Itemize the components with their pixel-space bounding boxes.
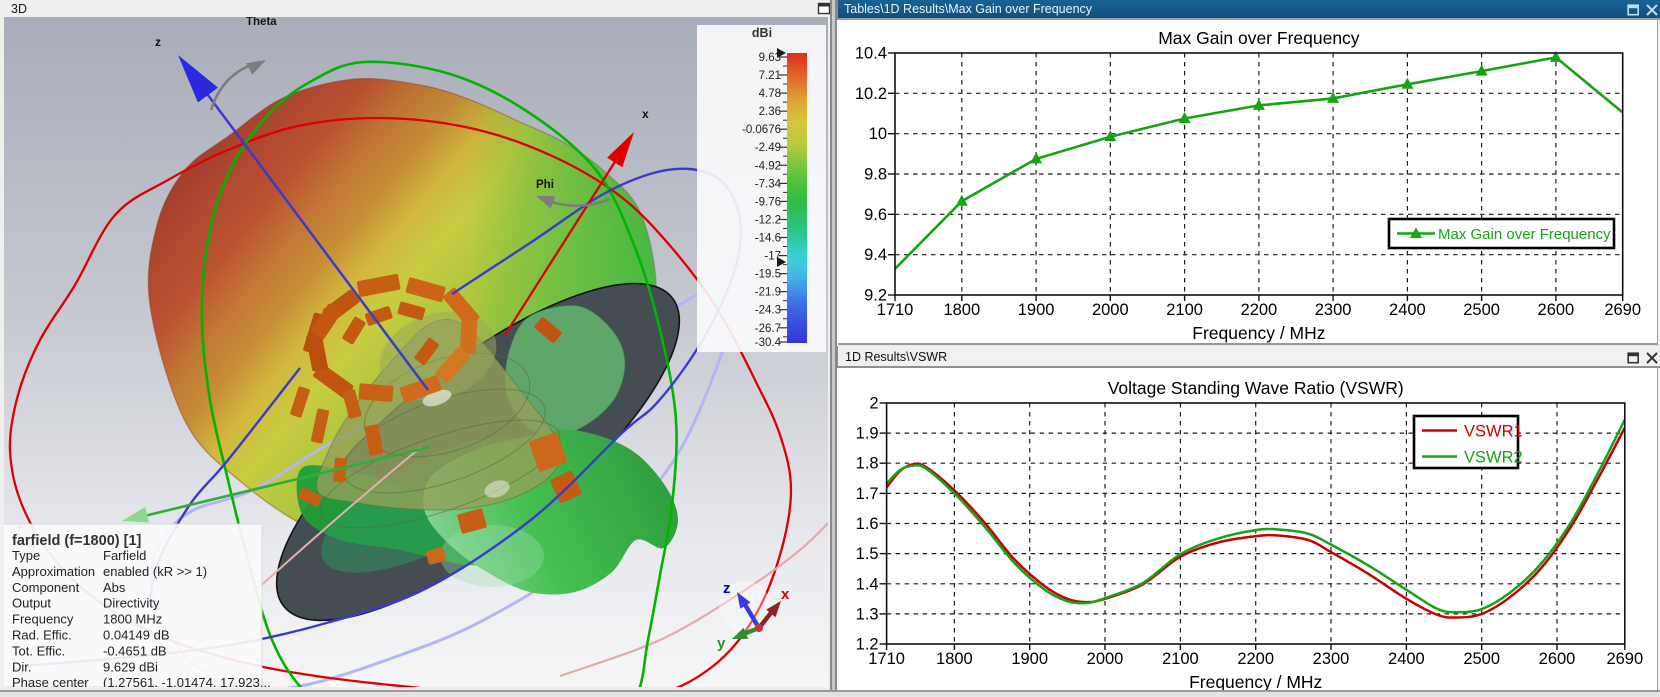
svg-text:Tot. Effic.: Tot. Effic.: [12, 643, 65, 658]
svg-text:1710: 1710: [877, 301, 914, 319]
svg-text:2100: 2100: [1166, 301, 1203, 319]
svg-text:-9.76: -9.76: [755, 196, 781, 208]
svg-text:2600: 2600: [1539, 650, 1576, 668]
svg-text:Theta: Theta: [246, 16, 277, 28]
svg-text:Rad. Effic.: Rad. Effic.: [12, 628, 72, 643]
svg-text:Frequency: Frequency: [12, 612, 74, 627]
svg-text:Max Gain over Frequency: Max Gain over Frequency: [1158, 28, 1360, 48]
svg-text:1800: 1800: [936, 650, 973, 668]
svg-text:2000: 2000: [1087, 650, 1124, 668]
svg-text:y: y: [717, 635, 726, 652]
svg-text:1.6: 1.6: [856, 515, 879, 533]
svg-text:z: z: [155, 35, 161, 49]
svg-text:9.8: 9.8: [864, 166, 887, 184]
svg-text:Output: Output: [12, 596, 51, 611]
svg-text:9.2: 9.2: [864, 287, 887, 305]
svg-text:2690: 2690: [1606, 650, 1643, 668]
svg-text:1.9: 1.9: [856, 425, 879, 443]
svg-text:Farfield: Farfield: [103, 548, 146, 563]
svg-text:x: x: [781, 586, 790, 603]
svg-text:2100: 2100: [1162, 650, 1199, 668]
svg-text:enabled (kR >> 1): enabled (kR >> 1): [103, 564, 207, 579]
svg-text:4.78: 4.78: [759, 88, 781, 100]
svg-text:Phi: Phi: [536, 179, 554, 191]
svg-text:2300: 2300: [1313, 650, 1350, 668]
svg-text:2200: 2200: [1241, 301, 1278, 319]
svg-text:1800: 1800: [943, 301, 980, 319]
svg-text:-30.4: -30.4: [755, 337, 782, 349]
svg-text:-7.34: -7.34: [755, 178, 782, 190]
svg-text:1.2: 1.2: [856, 636, 879, 654]
svg-text:9.629 dBi: 9.629 dBi: [103, 659, 158, 674]
svg-text:2: 2: [869, 395, 878, 413]
svg-text:1710: 1710: [868, 650, 905, 668]
svg-text:-24.3: -24.3: [755, 305, 781, 317]
svg-text:Phase center: Phase center: [12, 675, 89, 690]
svg-text:Directivity: Directivity: [103, 596, 160, 611]
svg-text:Frequency / MHz: Frequency / MHz: [1189, 672, 1322, 692]
svg-text:1.4: 1.4: [856, 575, 879, 593]
svg-text:Dir.: Dir.: [12, 659, 32, 674]
svg-text:1800 MHz: 1800 MHz: [103, 612, 162, 627]
svg-text:1.5: 1.5: [856, 545, 879, 563]
svg-text:-2.49: -2.49: [755, 142, 781, 154]
svg-text:x: x: [642, 107, 649, 121]
svg-text:1900: 1900: [1018, 301, 1055, 319]
svg-text:2200: 2200: [1237, 650, 1274, 668]
svg-text:-21.9: -21.9: [755, 287, 781, 299]
svg-text:1900: 1900: [1011, 650, 1048, 668]
svg-text:-26.7: -26.7: [755, 323, 781, 335]
svg-text:Voltage Standing Wave Ratio (V: Voltage Standing Wave Ratio (VSWR): [1108, 378, 1404, 398]
svg-text:0.04149 dB: 0.04149 dB: [103, 628, 170, 643]
svg-text:1.7: 1.7: [856, 485, 879, 503]
svg-text:-19.5: -19.5: [755, 269, 781, 281]
svg-text:Max Gain over Frequency: Max Gain over Frequency: [1438, 226, 1611, 243]
svg-text:9.6: 9.6: [864, 206, 887, 224]
svg-text:Component: Component: [12, 580, 80, 595]
svg-text:-0.0676: -0.0676: [742, 124, 781, 136]
svg-text:-0.4651 dB: -0.4651 dB: [103, 643, 167, 658]
svg-text:-14.6: -14.6: [755, 233, 781, 245]
svg-text:Approximation: Approximation: [12, 564, 95, 579]
svg-text:1.8: 1.8: [856, 455, 879, 473]
svg-text:2600: 2600: [1538, 301, 1575, 319]
svg-text:2400: 2400: [1389, 301, 1426, 319]
svg-text:-12.2: -12.2: [755, 215, 781, 227]
svg-text:1.3: 1.3: [856, 605, 879, 623]
svg-text:farfield (f=1800) [1]: farfield (f=1800) [1]: [12, 533, 142, 549]
svg-text:10.2: 10.2: [855, 85, 887, 103]
svg-text:7.21: 7.21: [759, 70, 781, 82]
svg-text:2000: 2000: [1092, 301, 1129, 319]
svg-text:2300: 2300: [1315, 301, 1352, 319]
svg-text:9.4: 9.4: [864, 246, 887, 264]
svg-text:2500: 2500: [1463, 650, 1500, 668]
svg-text:Type: Type: [12, 548, 40, 563]
svg-text:-17: -17: [764, 251, 781, 263]
svg-text:Frequency / MHz: Frequency / MHz: [1192, 323, 1325, 343]
svg-text:10.4: 10.4: [855, 45, 887, 63]
svg-text:9.63: 9.63: [759, 52, 781, 64]
svg-text:10: 10: [869, 125, 887, 143]
svg-text:2500: 2500: [1463, 301, 1500, 319]
svg-text:VSWR2: VSWR2: [1464, 449, 1523, 467]
svg-text:(1.27561, -1.01474, 17.923...: (1.27561, -1.01474, 17.923...: [103, 675, 271, 690]
svg-text:VSWR1: VSWR1: [1464, 423, 1523, 441]
svg-text:Abs: Abs: [103, 580, 126, 595]
svg-text:2.36: 2.36: [759, 106, 781, 118]
svg-text:2690: 2690: [1604, 301, 1641, 319]
svg-text:dBi: dBi: [752, 26, 772, 40]
svg-text:3D: 3D: [11, 2, 27, 16]
svg-text:2400: 2400: [1388, 650, 1425, 668]
svg-text:-4.92: -4.92: [755, 160, 781, 172]
svg-text:z: z: [723, 580, 731, 597]
